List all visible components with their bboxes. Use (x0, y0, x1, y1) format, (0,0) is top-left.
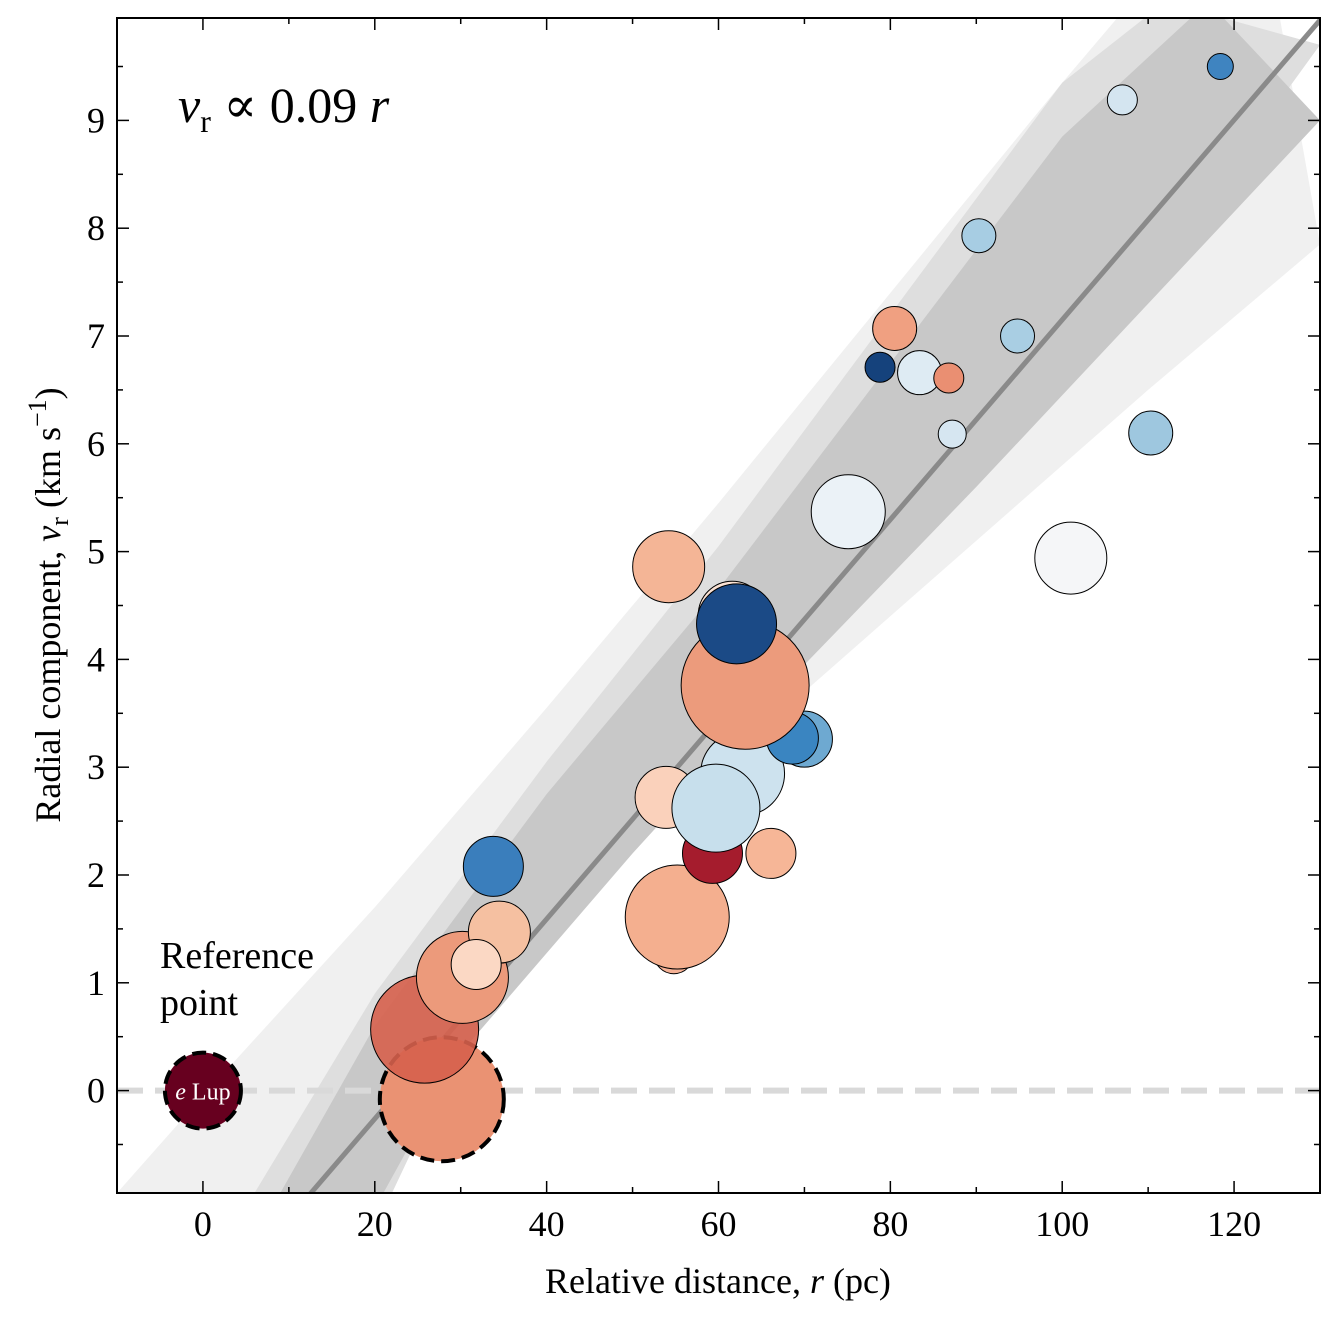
data-point (1000, 318, 1036, 354)
data-point (632, 530, 706, 604)
y-axis-title: Radial component, vr (km s−1) (23, 387, 74, 822)
data-point (624, 864, 730, 970)
data-point (937, 419, 967, 449)
data-point (933, 362, 965, 394)
x-tick-label: 40 (529, 1204, 565, 1244)
y-tick-label: 6 (87, 424, 105, 464)
x-tick-label: 120 (1207, 1204, 1261, 1244)
band-inner (280, 18, 1320, 1193)
annotation-point: point (160, 982, 239, 1024)
data-point (1128, 410, 1174, 456)
x-tick-label: 80 (872, 1204, 908, 1244)
y-tick-label: 4 (87, 639, 105, 679)
plot-frame (116, 17, 1321, 1194)
data-point (810, 474, 886, 550)
x-tick-label: 60 (701, 1204, 737, 1244)
data-point (1206, 53, 1234, 81)
data-point (450, 938, 502, 990)
y-tick-label: 0 (87, 1071, 105, 1111)
y-tick-label: 7 (87, 316, 105, 356)
data-point (745, 827, 797, 879)
y-tick-label: 2 (87, 855, 105, 895)
data-point (872, 305, 918, 351)
data-point (671, 763, 761, 853)
x-tick-label: 20 (357, 1204, 393, 1244)
data-point (1106, 84, 1138, 116)
reference-point-label-italic: e (175, 1080, 192, 1106)
reference-point-label-name: Lup (192, 1080, 231, 1106)
y-tick-label: 5 (87, 532, 105, 572)
x-tick-label: 100 (1035, 1204, 1089, 1244)
reference-point-label: e Lup (175, 1080, 230, 1106)
data-point (1034, 521, 1108, 595)
fit-label: vr ∝ 0.09 r (178, 77, 390, 139)
data-point (696, 583, 778, 665)
y-tick-label: 1 (87, 963, 105, 1003)
data-points: e Lup (162, 53, 1234, 1164)
data-point (462, 835, 524, 897)
tick-labels: 0 20 40 60 80 100 120 0 1 2 3 4 5 6 7 8 9 (87, 100, 1261, 1244)
data-point (961, 218, 997, 254)
y-tick-label: 3 (87, 747, 105, 787)
data-point (864, 351, 896, 383)
x-tick-label: 0 (194, 1204, 212, 1244)
y-tick-label: 8 (87, 208, 105, 248)
x-axis-title: Relative distance, r (pc) (545, 1261, 891, 1301)
annotation-reference: Reference (160, 935, 314, 977)
y-tick-label: 9 (87, 100, 105, 140)
reference-point-marker (162, 1050, 243, 1131)
